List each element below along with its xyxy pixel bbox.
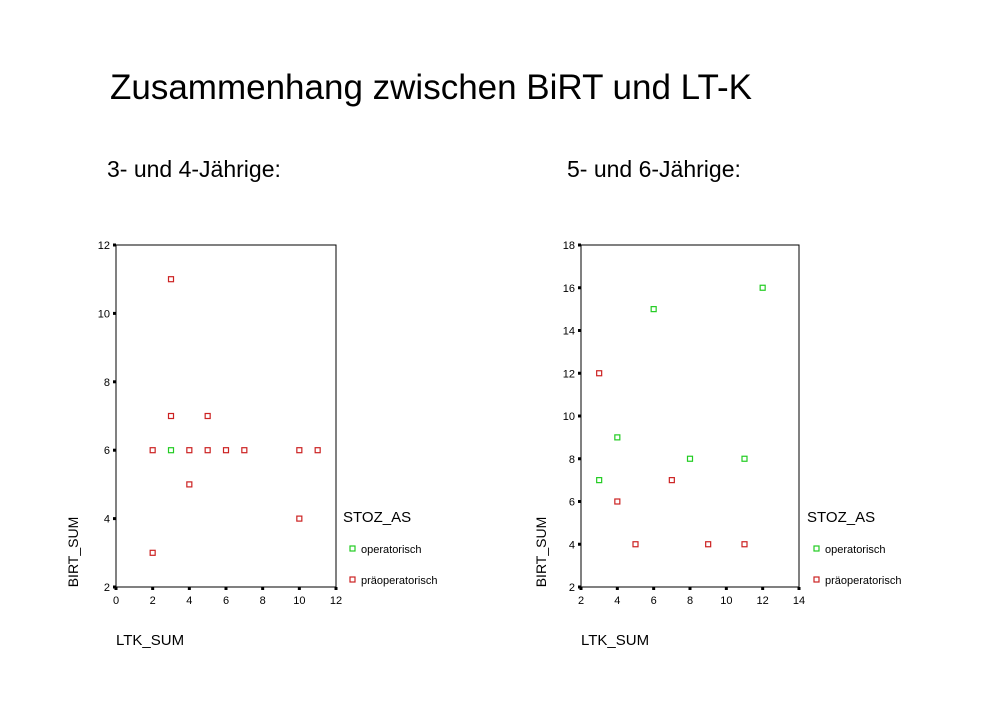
data-point-operatorisch [596,477,603,484]
data-point-operatorisch [686,455,694,462]
y-tick-label: 2 [569,582,575,594]
data-point-praeoperatorisch [614,498,621,505]
x-tick-label: 14 [793,595,805,607]
data-point-praeoperatorisch [632,541,639,548]
legend-marker [813,545,820,552]
data-point-operatorisch [167,447,175,454]
y-tick-label: 18 [563,240,575,252]
y-tick-label: 12 [98,240,110,252]
left-chart-heading: 3- und 4-Jährige: [107,156,281,182]
legend-marker [813,576,820,583]
data-point-praeoperatorisch [186,481,193,488]
x-tick-label: 10 [720,595,732,607]
y-tick-label: 12 [563,368,575,380]
legend-marker [349,545,356,552]
x-tick-label: 12 [757,595,769,607]
y-tick-label: 4 [569,539,575,551]
x-tick-label: 0 [113,595,119,607]
x-tick-label: 6 [651,595,657,607]
x-tick-label: 4 [186,595,192,607]
legend-title: STOZ_AS [807,509,875,526]
y-axis-label: BIRT_SUM [65,517,81,588]
data-point-praeoperatorisch [204,447,211,454]
y-tick-label: 16 [563,283,575,295]
data-point-praeoperatorisch [222,447,230,454]
data-point-praeoperatorisch [167,412,175,420]
data-point-praeoperatorisch [149,549,156,556]
x-tick-label: 4 [614,595,620,607]
data-point-operatorisch [741,455,748,462]
y-tick-label: 8 [569,454,575,466]
y-tick-label: 10 [563,411,575,423]
data-point-praeoperatorisch [741,541,748,548]
x-axis-label: LTK_SUM [116,632,184,649]
x-tick-label: 8 [260,595,266,607]
data-point-praeoperatorisch [296,447,303,454]
y-tick-label: 14 [563,326,575,338]
data-point-praeoperatorisch [705,541,712,548]
legend-entry-label: operatorisch [825,544,886,556]
legend-entry-label: operatorisch [361,544,422,556]
legend-entry-label: präoperatorisch [825,575,901,587]
y-tick-label: 4 [104,514,110,526]
x-tick-label: 10 [293,595,305,607]
y-axis-label: BIRT_SUM [533,517,549,588]
x-tick-label: 8 [687,595,693,607]
data-point-praeoperatorisch [314,447,321,454]
y-tick-label: 2 [104,582,110,594]
y-tick-label: 6 [104,445,110,457]
data-point-operatorisch [650,306,657,313]
right-chart-heading: 5- und 6-Jährige: [567,156,741,182]
x-tick-label: 6 [223,595,229,607]
y-tick-label: 6 [569,497,575,509]
legend-entry-label: präoperatorisch [361,575,437,587]
x-axis-label: LTK_SUM [581,632,649,649]
data-point-praeoperatorisch [186,447,193,454]
data-point-praeoperatorisch [167,276,175,283]
legend-marker [349,576,356,583]
data-point-operatorisch [759,284,766,291]
data-point-praeoperatorisch [241,447,248,454]
data-point-praeoperatorisch [668,477,675,484]
data-point-operatorisch [614,434,621,441]
x-tick-label: 12 [330,595,342,607]
data-point-praeoperatorisch [296,515,303,522]
data-point-praeoperatorisch [204,412,211,420]
legend-title: STOZ_AS [343,509,411,526]
y-tick-label: 10 [98,308,110,320]
x-tick-label: 2 [578,595,584,607]
plot-frame [580,244,800,588]
data-point-praeoperatorisch [596,370,603,377]
data-point-praeoperatorisch [149,447,156,454]
x-tick-label: 2 [150,595,156,607]
y-tick-label: 8 [104,377,110,389]
slide-title: Zusammenhang zwischen BiRT und LT-K [110,68,752,107]
